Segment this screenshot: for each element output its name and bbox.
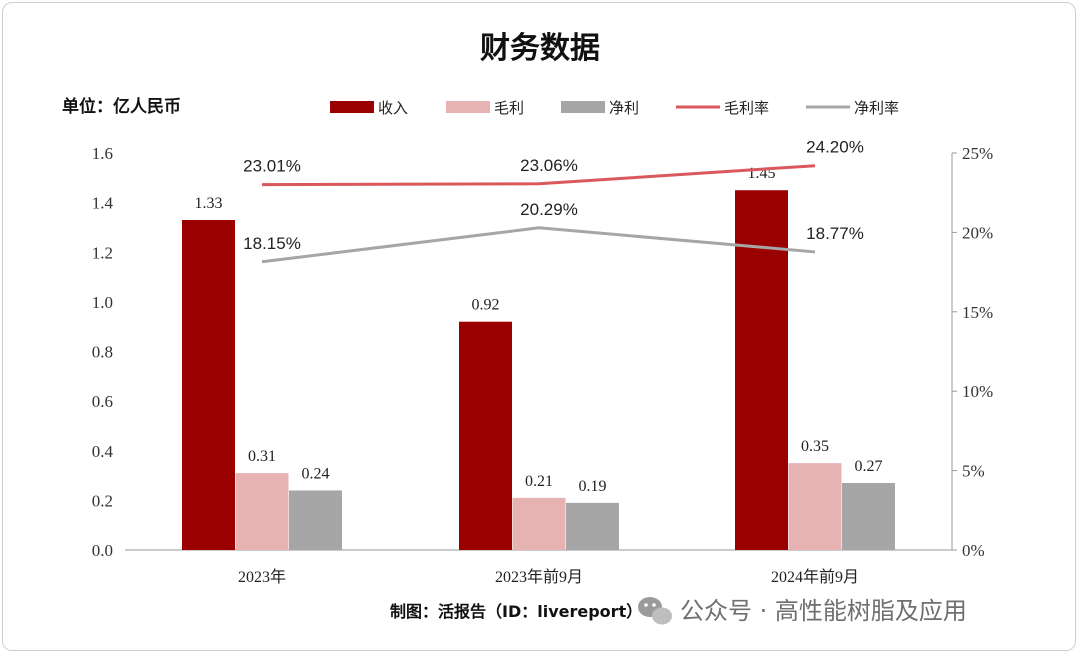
- bar-value-label: 0.31: [248, 448, 276, 465]
- bar-value-label: 0.35: [801, 438, 829, 455]
- right-axis: 0% 5% 10% 15% 20% 25%: [951, 144, 993, 560]
- right-tick-label: 20%: [962, 223, 993, 242]
- category-label: 2023年: [238, 568, 286, 586]
- right-tick-label: 15%: [962, 303, 993, 322]
- bar-毛利: [235, 473, 289, 550]
- bar-净利: [566, 502, 619, 550]
- category-label: 2023年前9月: [495, 568, 583, 586]
- line-value-label: 18.77%: [806, 224, 864, 243]
- wechat-watermark: 公众号 · 高性能树脂及应用: [638, 597, 967, 625]
- watermark-text: 公众号 · 高性能树脂及应用: [680, 597, 967, 625]
- bar-收入: [459, 321, 512, 550]
- legend-label: 净利率: [854, 99, 899, 117]
- wechat-icon: [638, 597, 672, 625]
- line-value-label: 24.20%: [806, 138, 864, 157]
- line-毛利率: [261, 164, 816, 187]
- bar-value-label: 0.21: [525, 473, 553, 490]
- source-note: 制图：活报告（ID：livereport）: [390, 602, 642, 621]
- left-tick-label: 0.4: [92, 442, 114, 461]
- bars: 1.330.310.240.920.21 0.191.450.350.27: [182, 165, 895, 550]
- category-label: 2024年前9月: [771, 568, 859, 586]
- line-value-label: 23.06%: [520, 156, 578, 175]
- bar-value-label: 0.19: [579, 478, 607, 495]
- left-tick-label: 1.6: [92, 144, 113, 163]
- left-tick-label: 0.2: [92, 491, 113, 510]
- legend-swatch: [446, 101, 490, 113]
- bar-毛利: [788, 463, 842, 550]
- left-tick-label: 0.0: [92, 541, 113, 560]
- legend-label: 毛利率: [724, 99, 769, 117]
- right-tick-label: 0%: [962, 541, 985, 560]
- left-axis: 0.0 0.2 0.4 0.6 0.8 1.0 1.2 1.4 1.6: [92, 144, 952, 560]
- legend-swatch: [561, 101, 605, 113]
- bar-value-label: 1.33: [195, 195, 223, 212]
- bar-收入: [182, 219, 235, 550]
- line-净利率: [261, 226, 816, 264]
- category-labels: 2023年 2023年前9月 2024年前9月: [238, 568, 859, 586]
- bar-净利: [842, 483, 895, 550]
- line-value-label: 20.29%: [520, 200, 578, 219]
- left-tick-label: 0.6: [92, 392, 113, 411]
- bar-value-label: 0.27: [855, 458, 883, 475]
- chart-title: 财务数据: [480, 31, 600, 66]
- line-value-label: 18.15%: [243, 234, 301, 253]
- bar-value-label: 0.92: [472, 297, 500, 314]
- bar-value-label: 0.24: [302, 465, 330, 482]
- legend: 收入 毛利 净利 毛利率 净利率: [330, 99, 899, 117]
- line-value-label: 23.01%: [243, 157, 301, 176]
- left-tick-label: 1.4: [92, 194, 114, 213]
- right-tick-label: 25%: [962, 144, 993, 163]
- right-tick-label: 10%: [962, 382, 993, 401]
- right-tick-label: 5%: [962, 462, 985, 481]
- bar-毛利: [512, 497, 566, 550]
- bar-净利: [289, 490, 342, 550]
- lines: 23.01% 23.06% 24.20% 18.15% 20.29% 18.77%: [243, 138, 864, 264]
- left-tick-label: 1.0: [92, 293, 113, 312]
- left-tick-label: 1.2: [92, 243, 113, 262]
- left-tick-label: 0.8: [92, 343, 113, 362]
- legend-label: 毛利: [494, 99, 524, 117]
- legend-label: 净利: [609, 99, 639, 117]
- unit-label: 单位：亿人民币: [62, 96, 181, 117]
- legend-label: 收入: [378, 99, 408, 117]
- legend-swatch: [330, 101, 374, 113]
